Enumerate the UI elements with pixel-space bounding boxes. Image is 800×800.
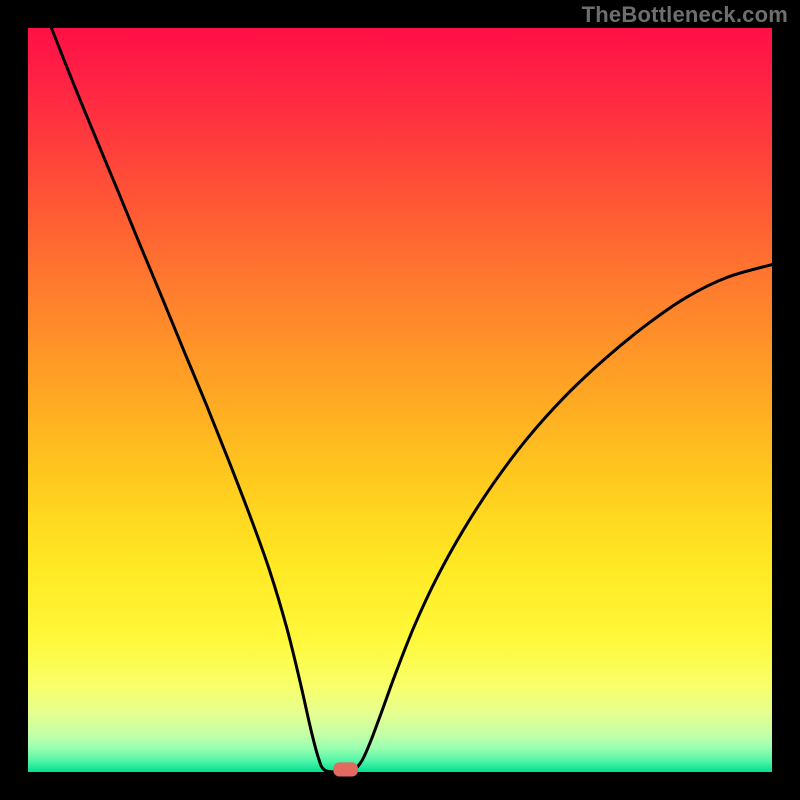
bottleneck-chart xyxy=(0,0,800,800)
chart-container: { "image": { "width": 800, "height": 800… xyxy=(0,0,800,800)
optimum-marker xyxy=(333,762,358,776)
